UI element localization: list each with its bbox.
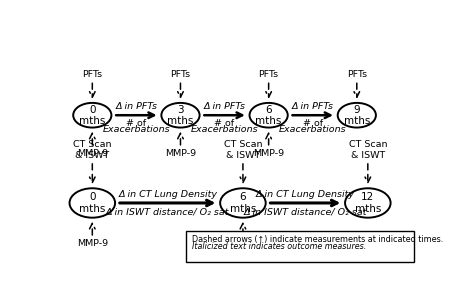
Text: 0
mths: 0 mths (79, 192, 106, 213)
Text: MMP-9: MMP-9 (77, 149, 108, 158)
Text: Dashed arrows (↑) indicate measurements at indicated times.: Dashed arrows (↑) indicate measurements … (192, 235, 444, 245)
Circle shape (249, 103, 288, 128)
Text: CT Scan
& ISWT: CT Scan & ISWT (73, 140, 111, 160)
Text: Δ in CT Lung Density: Δ in CT Lung Density (118, 190, 217, 199)
Circle shape (345, 188, 391, 218)
Text: PFTs: PFTs (347, 70, 367, 79)
Text: # of: # of (127, 120, 146, 128)
Text: Δ in ISWT distance/ O₂ sat: Δ in ISWT distance/ O₂ sat (244, 207, 367, 216)
Text: Δ in PFTs: Δ in PFTs (115, 102, 157, 111)
Text: Δ in ISWT distance/ O₂ sat: Δ in ISWT distance/ O₂ sat (106, 207, 229, 216)
Text: Δ in CT Lung Density: Δ in CT Lung Density (256, 190, 355, 199)
Text: 12
mths: 12 mths (355, 192, 381, 213)
Circle shape (70, 188, 115, 218)
Text: # of: # of (215, 120, 235, 128)
Text: PFTs: PFTs (82, 70, 102, 79)
Text: 6
mths: 6 mths (255, 105, 282, 126)
Text: PFTs: PFTs (259, 70, 279, 79)
Text: # of: # of (303, 120, 323, 128)
Text: MMP-9: MMP-9 (165, 149, 196, 158)
Text: PFTs: PFTs (171, 70, 191, 79)
Circle shape (220, 188, 266, 218)
Text: Δ in PFTs: Δ in PFTs (292, 102, 334, 111)
Text: 9
mths: 9 mths (344, 105, 370, 126)
Text: MMP-9: MMP-9 (228, 239, 258, 248)
Text: CT Scan
& ISWT: CT Scan & ISWT (224, 140, 262, 160)
Text: Exacerbations: Exacerbations (191, 125, 258, 134)
Text: 3
mths: 3 mths (167, 105, 194, 126)
FancyBboxPatch shape (186, 231, 414, 262)
Text: Italicized text indicates outcome measures.: Italicized text indicates outcome measur… (192, 242, 366, 251)
Text: 6
mths: 6 mths (230, 192, 256, 213)
Text: Exacerbations: Exacerbations (279, 125, 346, 134)
Text: MMP-9: MMP-9 (253, 149, 284, 158)
Circle shape (73, 103, 111, 128)
Circle shape (161, 103, 200, 128)
Text: 0
mths: 0 mths (79, 105, 106, 126)
Text: Exacerbations: Exacerbations (102, 125, 170, 134)
Text: MMP-9: MMP-9 (77, 239, 108, 248)
Circle shape (337, 103, 376, 128)
Text: Δ in PFTs: Δ in PFTs (203, 102, 246, 111)
Text: CT Scan
& ISWT: CT Scan & ISWT (348, 140, 387, 160)
